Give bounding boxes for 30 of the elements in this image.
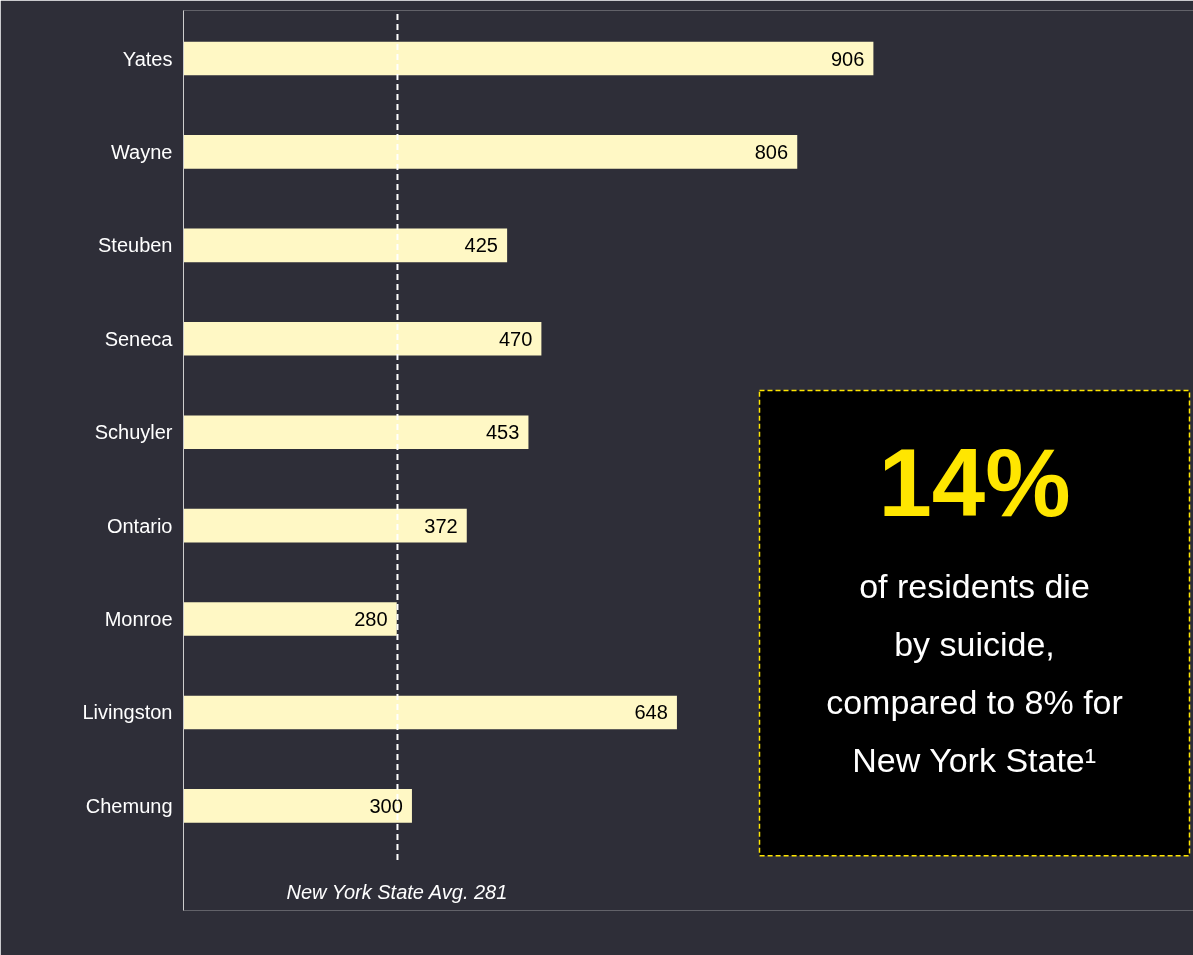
y-tick-label: Ontario	[106, 514, 173, 537]
y-tick-label: Livingston	[82, 701, 173, 724]
data-label: 648	[634, 701, 668, 724]
text: 14%	[878, 429, 1071, 537]
bar	[183, 415, 529, 450]
bar	[183, 602, 397, 636]
y-tick-label: Yates	[122, 47, 173, 70]
y-tick-label: Schuyler	[94, 421, 173, 444]
bar	[183, 789, 412, 823]
y-tick-label: Chemung	[85, 794, 173, 817]
bar	[183, 695, 677, 730]
y-tick-label: Wayne	[111, 140, 173, 163]
data-label: 280	[354, 608, 388, 631]
bar	[183, 508, 467, 543]
data-label: 806	[754, 140, 789, 163]
bar	[183, 321, 542, 356]
y-tick-label: Seneca	[104, 327, 174, 350]
annotation: of residents die by suicide, compared to 8% for New York State¹	[826, 566, 1123, 779]
data-label: 300	[369, 794, 403, 817]
y-tick-label: Monroe	[104, 608, 173, 631]
bar	[183, 41, 874, 76]
y-tick-label: Steuben	[97, 234, 173, 257]
data-label: 453	[485, 421, 520, 444]
data-label: 372	[424, 514, 458, 537]
data-label: 906	[830, 47, 865, 70]
data-label: 470	[498, 327, 533, 350]
bar	[183, 135, 798, 169]
ref-line-label: New York State Avg. 281	[286, 880, 508, 903]
bar	[183, 228, 508, 263]
data-label: 425	[464, 234, 498, 257]
